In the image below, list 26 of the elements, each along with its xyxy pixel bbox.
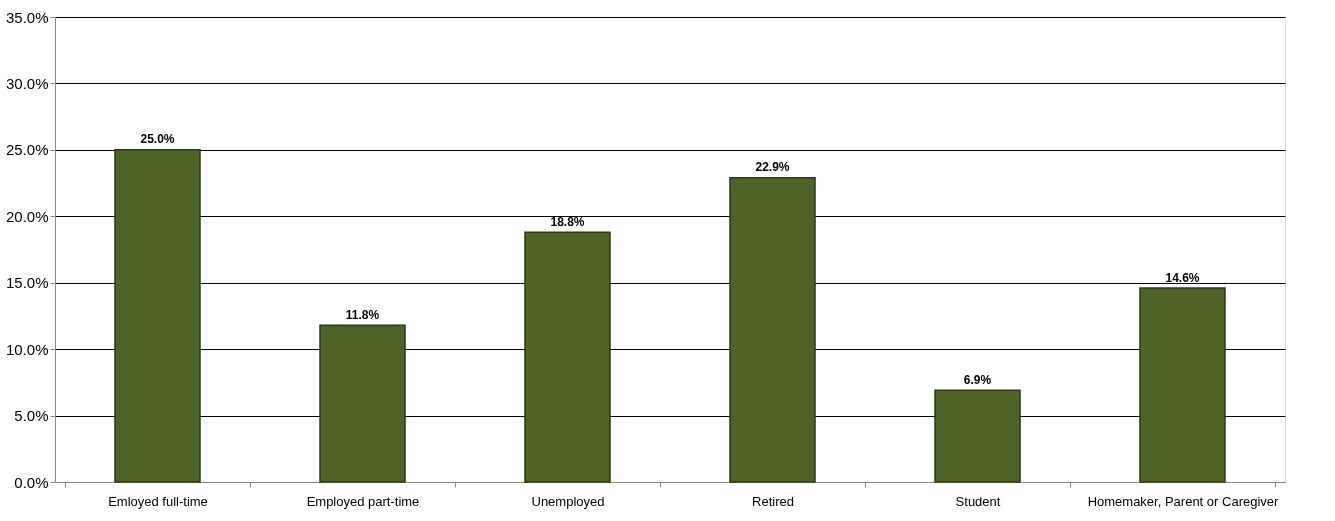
- y-tick-label: 35.0%: [5, 8, 49, 26]
- x-tick-label: Employed part-time: [306, 493, 420, 509]
- y-tick-label: 30.0%: [5, 74, 49, 92]
- data-label: 6.9%: [963, 372, 992, 387]
- x-tick-label: Retired: [752, 493, 794, 509]
- bar: [729, 177, 816, 483]
- y-tick-label: 0.0%: [14, 473, 49, 491]
- data-label: 14.6%: [1165, 270, 1200, 285]
- x-tick-label: Emloyed full-time: [108, 493, 208, 509]
- data-label: 11.8%: [345, 307, 380, 322]
- x-tick-label: Unemployed: [531, 493, 605, 509]
- y-tick-label: 15.0%: [5, 274, 49, 292]
- bar: [319, 324, 406, 483]
- bar: [524, 231, 611, 483]
- data-label: 22.9%: [755, 160, 790, 175]
- data-label: 18.8%: [550, 214, 585, 229]
- y-tick-label: 25.0%: [5, 141, 49, 159]
- bar: [934, 389, 1021, 483]
- bar: [114, 149, 201, 483]
- x-tick-label: Student: [955, 493, 1001, 509]
- y-tick-label: 5.0%: [14, 407, 49, 425]
- y-tick-label: 10.0%: [5, 340, 49, 358]
- bar: [1139, 287, 1226, 483]
- y-tick-label: 20.0%: [5, 207, 49, 225]
- data-label: 25.0%: [140, 132, 175, 147]
- x-tick-label: Homemaker, Parent or Caregiver: [1087, 493, 1280, 509]
